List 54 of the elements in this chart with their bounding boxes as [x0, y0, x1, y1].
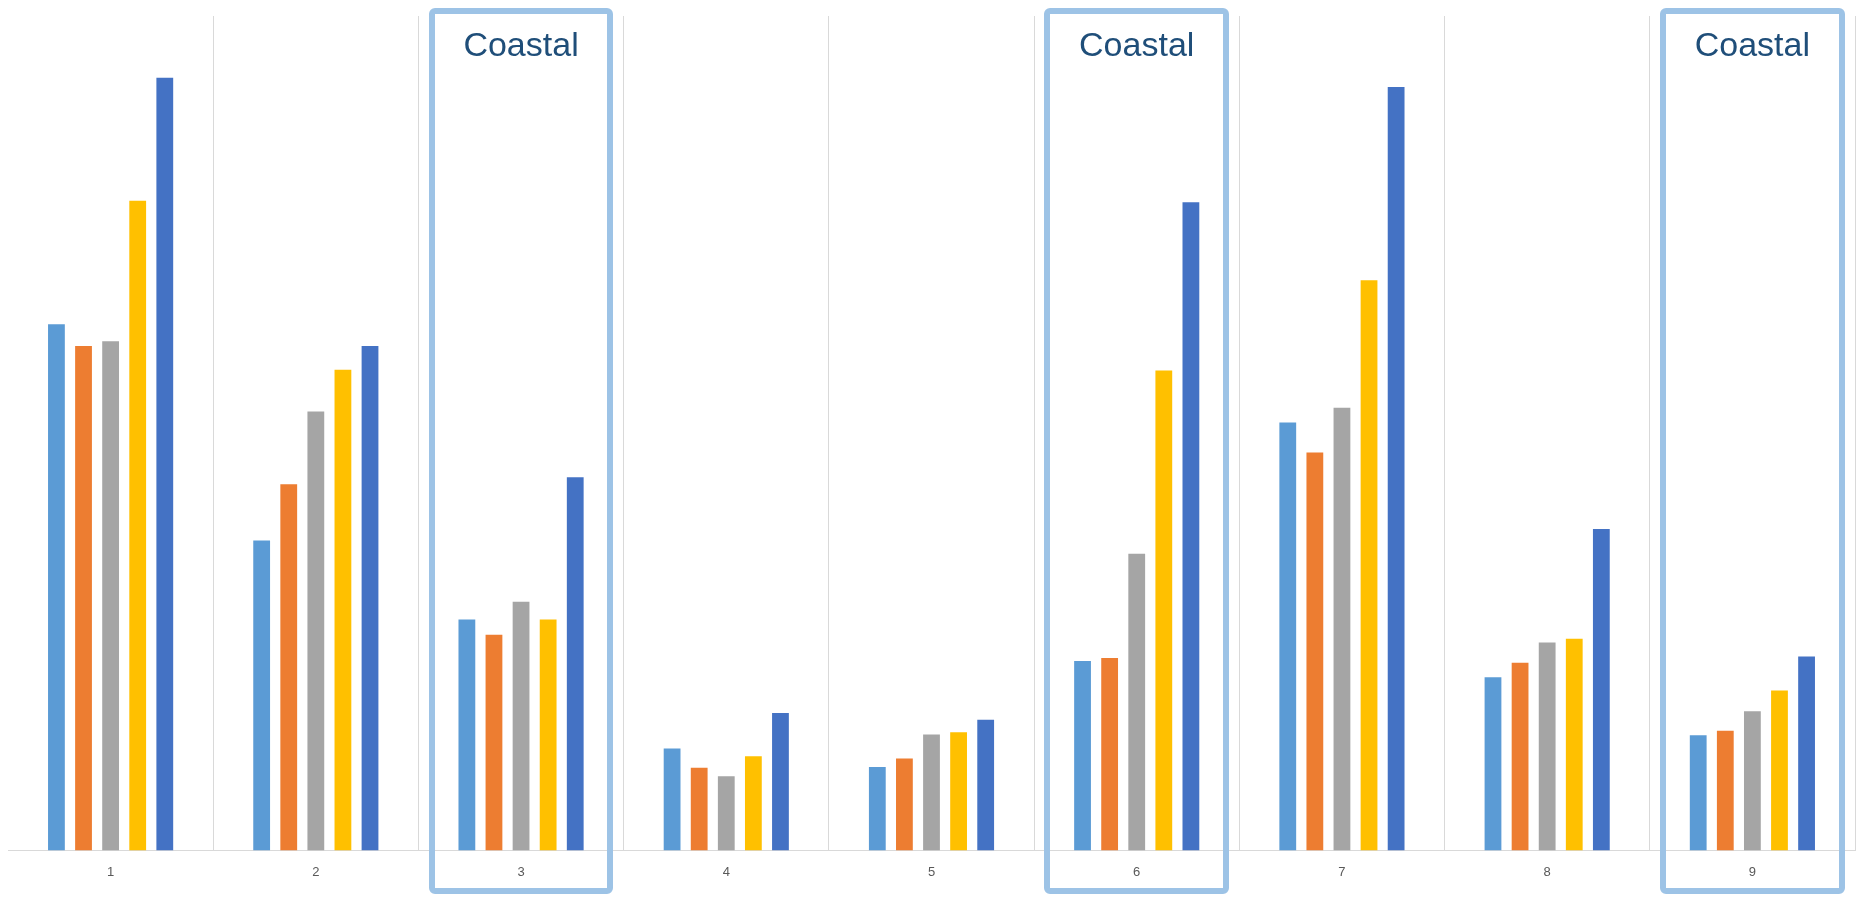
bar: [566, 477, 584, 851]
bar: [772, 712, 789, 851]
bar: [1689, 735, 1707, 851]
bar: [1771, 690, 1788, 851]
bar: [458, 619, 476, 851]
bar: [663, 748, 681, 851]
bar: [1387, 87, 1405, 851]
bar: [1538, 642, 1556, 851]
bar: [361, 345, 379, 851]
x-tick-label: 7: [1338, 863, 1346, 879]
bar: [156, 77, 174, 851]
bar: [717, 776, 735, 851]
bar: [1798, 656, 1815, 851]
bar: [485, 634, 503, 851]
bar: [1333, 407, 1351, 851]
bar: [48, 324, 65, 851]
bar: [1306, 452, 1324, 851]
bar: [307, 411, 325, 851]
bar: [334, 369, 352, 851]
x-tick-label: 1: [106, 863, 115, 879]
bar: [129, 200, 147, 851]
bar: [950, 732, 967, 851]
x-tick-label: 2: [312, 863, 320, 879]
bar: [512, 601, 530, 851]
bar: [102, 341, 120, 851]
bar: [280, 484, 298, 851]
bar: [1716, 730, 1734, 851]
bar: [977, 719, 995, 851]
x-tick-label: 5: [927, 863, 936, 879]
x-tick-label: 4: [722, 863, 730, 879]
x-tick-label: 9: [1748, 863, 1757, 879]
bar: [690, 767, 708, 851]
bar: [1592, 529, 1610, 851]
bar: [1360, 280, 1378, 851]
bar: [1155, 370, 1173, 851]
bar: [1565, 638, 1583, 851]
bar: [1101, 658, 1119, 851]
bar: [896, 758, 913, 851]
x-tick-label: 3: [517, 863, 525, 879]
bar: [253, 540, 271, 851]
bar: [1511, 662, 1529, 851]
bar: [868, 766, 886, 851]
bar: [75, 345, 92, 851]
bar: [744, 756, 762, 851]
x-tick-label: 6: [1133, 863, 1141, 879]
bar: [1484, 677, 1502, 851]
bar: [1128, 553, 1146, 851]
bar: [1182, 202, 1200, 851]
bar: [923, 734, 940, 851]
x-tick-label: 8: [1543, 863, 1551, 879]
bar: [539, 619, 557, 851]
bar: [1743, 711, 1761, 851]
bar: [1279, 422, 1297, 851]
bar: [1074, 661, 1091, 851]
